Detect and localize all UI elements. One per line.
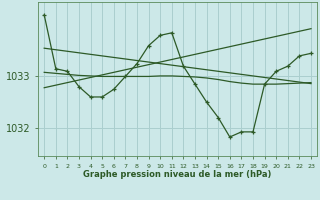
X-axis label: Graphe pression niveau de la mer (hPa): Graphe pression niveau de la mer (hPa) [84, 170, 272, 179]
